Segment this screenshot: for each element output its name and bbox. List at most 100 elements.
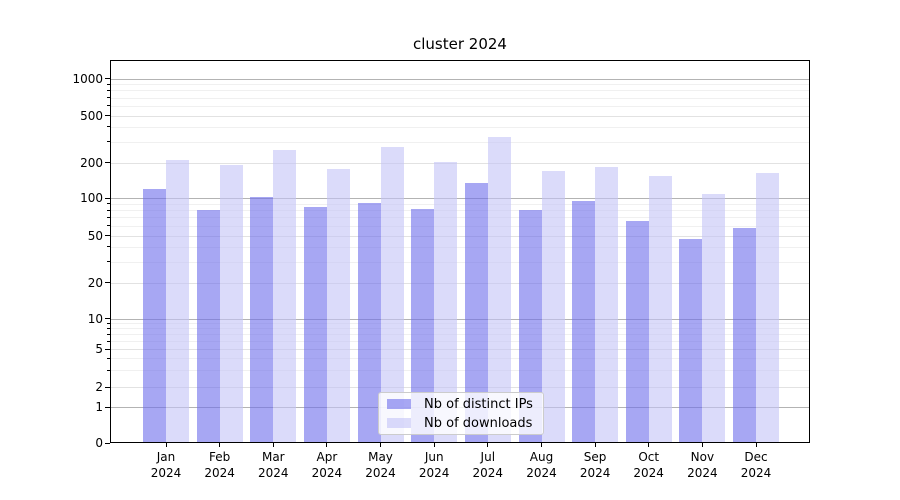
top-spine <box>110 60 810 61</box>
x-tick-label: Jan 2024 <box>150 450 182 480</box>
emphasized-gridline <box>111 198 809 199</box>
minor-gridline <box>111 210 809 212</box>
y-tick-label: 1000 <box>72 71 103 86</box>
major-gridline <box>111 115 809 117</box>
minor-gridline <box>111 141 809 143</box>
chart-title: cluster 2024 <box>413 35 507 53</box>
y-minor-tick <box>107 246 110 248</box>
bottom-spine <box>110 442 810 443</box>
y-minor-tick <box>107 322 110 324</box>
x-tick-label: Mar 2024 <box>258 450 289 480</box>
y-minor-tick <box>107 340 110 342</box>
minor-gridline <box>111 90 809 92</box>
minor-gridline <box>111 246 809 248</box>
minor-gridline <box>111 217 809 219</box>
bar-distinct-ips <box>250 196 274 443</box>
y-tick <box>105 78 110 79</box>
x-tick <box>165 443 167 447</box>
y-tick-label: 1 <box>95 400 103 415</box>
x-tick <box>701 443 703 447</box>
x-tick <box>594 443 596 447</box>
major-gridline <box>111 387 809 389</box>
x-tick <box>541 443 542 447</box>
y-tick <box>105 197 110 199</box>
y-tick <box>105 162 110 163</box>
bar-distinct-ips <box>464 182 488 443</box>
emphasized-gridline <box>111 318 809 320</box>
y-minor-tick <box>107 357 110 359</box>
bar-downloads <box>326 169 350 443</box>
major-gridline <box>111 349 809 350</box>
y-tick-label: 10 <box>87 311 103 326</box>
x-tick <box>648 443 650 447</box>
y-minor-tick <box>107 89 110 91</box>
x-tick-label: Sep 2024 <box>579 450 611 480</box>
emphasized-gridline <box>111 78 809 80</box>
y-minor-tick <box>107 369 110 371</box>
y-minor-tick <box>107 327 110 329</box>
y-tick-label: 20 <box>87 275 103 290</box>
major-gridline <box>111 162 809 164</box>
y-minor-tick <box>107 216 110 218</box>
y-tick <box>105 115 110 116</box>
y-minor-tick <box>107 203 110 205</box>
y-minor-tick <box>107 261 110 263</box>
y-minor-tick <box>107 141 110 143</box>
y-tick <box>105 386 110 388</box>
minor-gridline <box>111 203 809 205</box>
bar-downloads <box>756 173 779 443</box>
bar-downloads <box>702 194 726 443</box>
y-tick-label: 5 <box>95 342 103 356</box>
x-tick-label: Jun 2024 <box>418 450 450 480</box>
plot-area: Nb of distinct IPs Nb of downloads <box>105 60 810 447</box>
bar-distinct-ips <box>572 200 596 443</box>
x-tick <box>326 443 328 447</box>
legend-label-distinct-ips: Nb of distinct IPs <box>424 396 533 412</box>
right-spine <box>809 60 810 443</box>
x-tick-label: Jul 2024 <box>472 450 504 480</box>
legend: Nb of distinct IPs Nb of downloads <box>378 392 544 435</box>
bar-distinct-ips <box>625 221 649 443</box>
y-tick-label: 100 <box>80 191 103 205</box>
bar-distinct-ips <box>357 202 381 443</box>
y-tick <box>105 282 110 283</box>
y-tick-label: 50 <box>87 228 103 243</box>
bar-downloads <box>487 136 511 443</box>
major-gridline <box>111 235 809 237</box>
bar-distinct-ips <box>303 206 327 443</box>
x-tick <box>219 443 221 447</box>
legend-item-distinct-ips: Nb of distinct IPs <box>387 397 535 412</box>
x-tick <box>755 443 757 447</box>
minor-gridline <box>111 225 809 227</box>
y-minor-tick <box>107 126 110 128</box>
minor-gridline <box>111 261 809 263</box>
y-minor-tick <box>107 105 110 107</box>
y-tick <box>105 318 110 319</box>
x-tick <box>380 443 381 447</box>
x-tick-label: Feb 2024 <box>204 450 235 480</box>
bar-downloads <box>219 165 243 443</box>
y-minor-tick <box>107 225 110 227</box>
y-axis: 0 1 2 5 10 20 50 100 200 500 1000 <box>0 60 103 451</box>
minor-gridline <box>111 105 809 107</box>
y-minor-tick <box>107 209 110 211</box>
x-tick <box>433 443 435 447</box>
bar-distinct-ips <box>196 210 220 443</box>
bar-distinct-ips <box>733 228 756 443</box>
bar-downloads <box>273 150 297 443</box>
y-minor-tick <box>107 83 110 85</box>
bar-distinct-ips <box>411 208 435 443</box>
legend-swatch-downloads <box>387 418 411 428</box>
y-tick <box>105 235 110 236</box>
legend-label-downloads: Nb of downloads <box>424 415 533 431</box>
bar-downloads <box>434 162 458 443</box>
left-spine <box>110 60 111 443</box>
minor-gridline <box>111 334 809 336</box>
y-tick-label: 0 <box>95 436 103 450</box>
minor-gridline <box>111 341 809 342</box>
x-tick-label: Oct 2024 <box>633 450 664 480</box>
x-tick-label: Dec 2024 <box>740 450 772 480</box>
bar-downloads <box>648 175 672 443</box>
bar-downloads <box>380 147 404 443</box>
